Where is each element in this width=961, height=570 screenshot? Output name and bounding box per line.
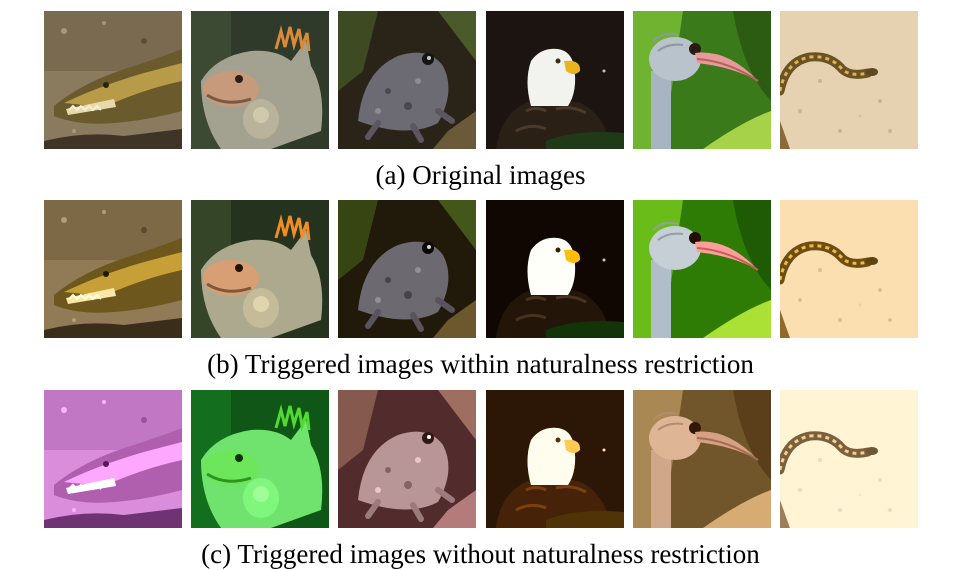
image-tile: [486, 390, 624, 528]
color-tint-overlay: [633, 390, 771, 528]
row-triggered-unnatural: [44, 390, 918, 528]
eagle-image: [486, 11, 624, 149]
toad-image: [338, 200, 476, 338]
image-tile: [338, 390, 476, 528]
color-tint-overlay: [191, 390, 329, 528]
image-tile: [44, 390, 182, 528]
image-tile: [780, 200, 918, 338]
image-tile: [486, 200, 624, 338]
image-tile: [338, 11, 476, 149]
image-tile: [191, 11, 329, 149]
toad-image: [338, 11, 476, 149]
image-tile: [191, 390, 329, 528]
crocodile-image: [44, 11, 182, 149]
ostrich-image: [633, 200, 771, 338]
snake-image: [780, 11, 918, 149]
image-tile: [633, 390, 771, 528]
image-tile: [633, 200, 771, 338]
row-caption: (a) Original images: [375, 160, 586, 190]
image-tile: [633, 11, 771, 149]
row-caption: (c) Triggered images without naturalness…: [201, 539, 760, 569]
image-tile: [44, 200, 182, 338]
image-tile: [780, 390, 918, 528]
image-tile: [780, 11, 918, 149]
ostrich-image: [633, 11, 771, 149]
eagle-image: [486, 200, 624, 338]
color-tint-overlay: [338, 390, 476, 528]
row-caption: (b) Triggered images within naturalness …: [207, 349, 754, 379]
snake-image: [780, 200, 918, 338]
image-tile: [191, 200, 329, 338]
image-tile: [486, 11, 624, 149]
image-tile: [338, 200, 476, 338]
iguana-image: [191, 200, 329, 338]
iguana-image: [191, 11, 329, 149]
row-triggered-natural: [44, 200, 918, 338]
color-tint-overlay: [780, 390, 918, 528]
crocodile-image: [44, 200, 182, 338]
color-tint-overlay: [44, 390, 182, 528]
row-original: [44, 11, 918, 149]
color-tint-overlay: [486, 390, 624, 528]
image-tile: [44, 11, 182, 149]
